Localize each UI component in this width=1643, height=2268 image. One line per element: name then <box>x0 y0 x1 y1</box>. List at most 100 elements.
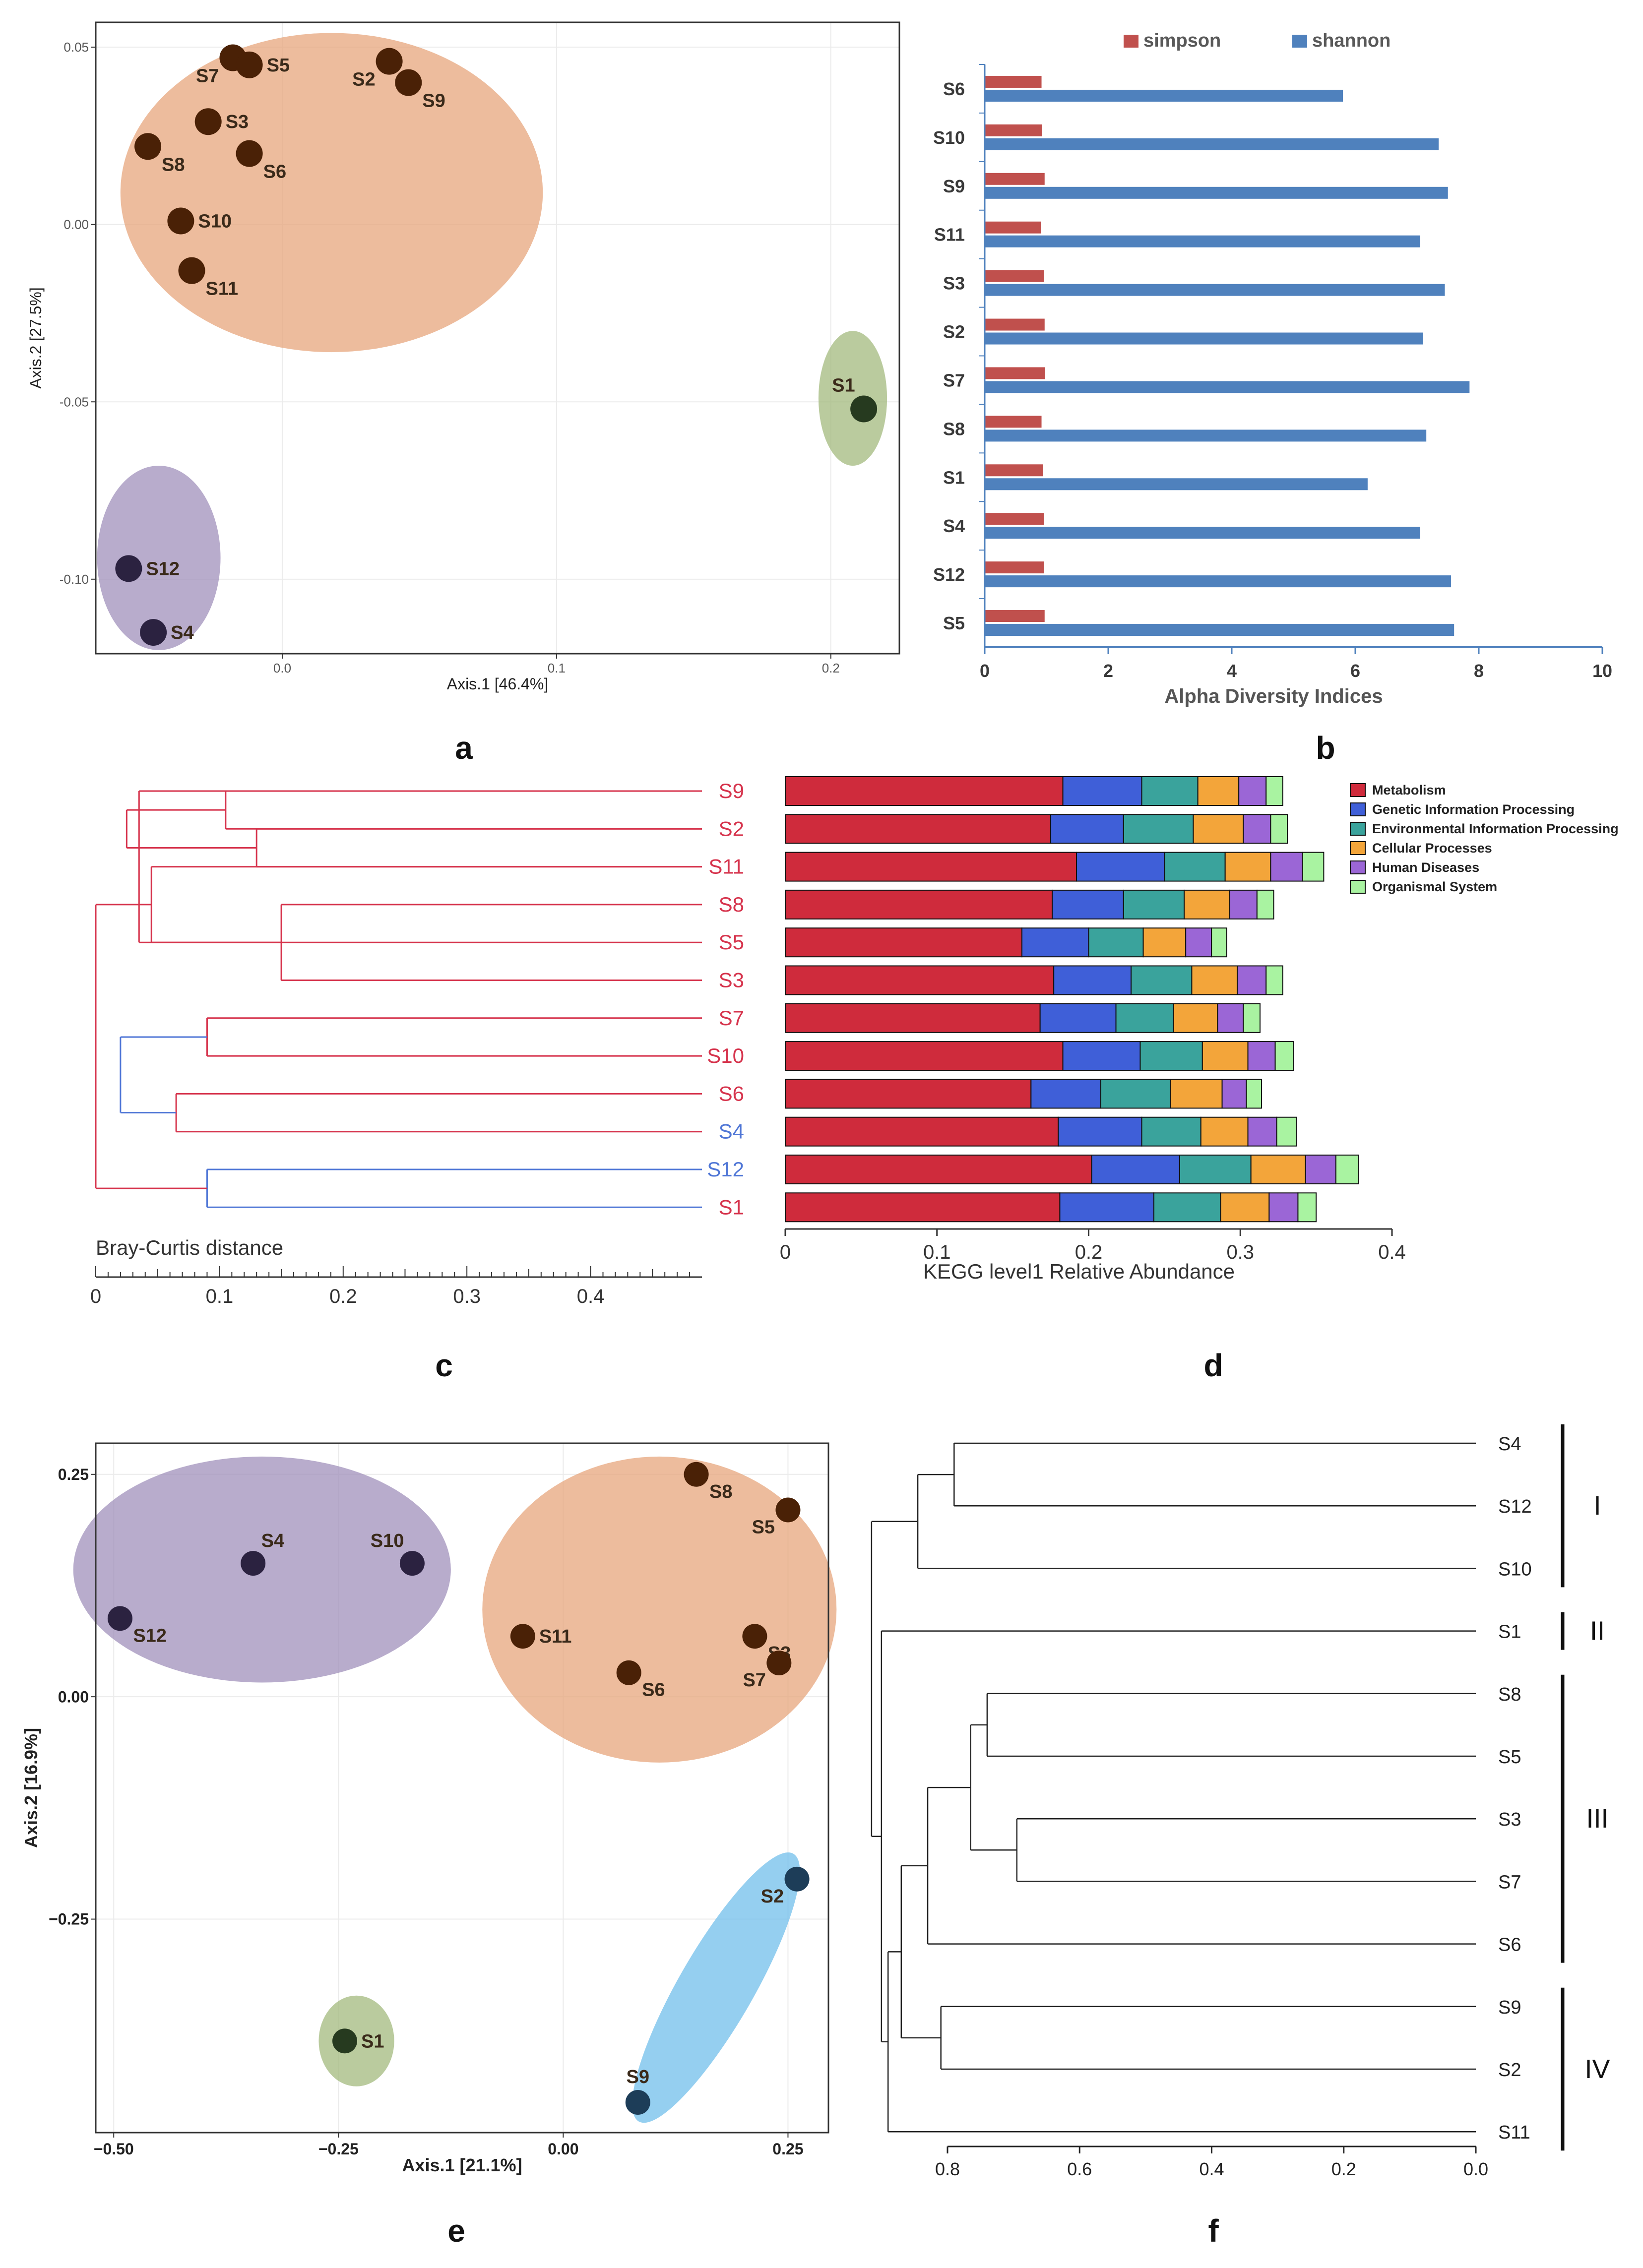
point-label-S7: S7 <box>196 66 219 87</box>
bar-simpson-S4 <box>985 513 1044 525</box>
y-tick-label: −0.25 <box>49 1910 89 1928</box>
point-S9 <box>395 69 422 96</box>
panel-a-pcoa-chart: S7 S5 S2 S9 S3 S8 S6 S10 S11 S1 S12 S4 0.0 0.1 0.2 0.05… <box>27 21 900 693</box>
x-tick-label: 0.0 <box>273 661 291 675</box>
bar-segment-S4 <box>1276 1116 1297 1147</box>
legend-swatch <box>1350 860 1366 874</box>
bar-segment-S10 <box>1062 1041 1141 1071</box>
legend-label-shannon: shannon <box>1312 30 1390 51</box>
scale-tick-label: 0.2 <box>329 1286 357 1307</box>
scale-tick-label: 0.8 <box>935 2159 960 2179</box>
scale-tick-label: 0.2 <box>1331 2159 1356 2179</box>
bar-segment-S5 <box>1021 927 1089 958</box>
point-S6 <box>236 140 263 167</box>
point-label-S5: S5 <box>752 1517 775 1538</box>
bar-segment-S7 <box>1173 1003 1218 1033</box>
panel-f-cluster-dendrogram: S4 S12 S10 S1 S8 S5 S3 S7 S6 S9 S2 S11 0.8 0.6 0.4 0.2 0… <box>871 1424 1610 2179</box>
bar-segment-S2 <box>785 814 1052 844</box>
leaf-label-S4: S4 <box>1498 1434 1521 1455</box>
category-label-S1: S1 <box>943 467 965 488</box>
bar-segment-S1 <box>1297 1192 1317 1223</box>
point-label-S12: S12 <box>133 1625 167 1646</box>
leaf-label-S7: S7 <box>1498 1872 1521 1893</box>
bar-segment-S3 <box>1237 965 1267 995</box>
plot-border <box>95 21 900 655</box>
panel-label-b: b <box>1316 730 1335 766</box>
point-S2 <box>376 48 403 75</box>
legend-swatch <box>1350 841 1366 855</box>
bar-segment-S12 <box>1305 1155 1336 1184</box>
x-tick-label: 0 <box>780 1241 791 1263</box>
category-label-S3: S3 <box>943 273 965 294</box>
y-tick-label: -0.10 <box>60 572 89 587</box>
point-S4 <box>241 1551 266 1576</box>
cluster-label-IV: IV <box>1584 2054 1610 2084</box>
bar-segment-S10 <box>1247 1041 1276 1071</box>
point-label-S8: S8 <box>709 1481 732 1502</box>
point-S3 <box>194 108 222 135</box>
bar-segment-S7 <box>1243 1003 1261 1033</box>
x-tick-label: 0.1 <box>923 1241 951 1263</box>
bar-simpson-S11 <box>985 221 1041 234</box>
legend-label: Metabolism <box>1372 783 1446 797</box>
point-label-S11: S11 <box>206 279 239 300</box>
panel-d-kegg-stacked-bar-chart: 0 0.1 0.2 0.3 0.4 KEGG level1 Relative Abunda… <box>780 776 1619 1283</box>
leaf-label-S6: S6 <box>1498 1935 1521 1956</box>
bar-segment-S1 <box>785 1192 1061 1223</box>
x-axis-title: Axis.1 [21.1%] <box>402 2155 522 2175</box>
bar-segment-S5 <box>1088 927 1144 958</box>
group-ellipse-orange <box>482 1456 837 1763</box>
category-label-S10: S10 <box>933 127 965 148</box>
cluster-label-II: II <box>1590 1616 1605 1646</box>
leaf-label-S5: S5 <box>719 930 744 954</box>
bar-segment-S6 <box>1246 1079 1263 1109</box>
leaf-label-S7: S7 <box>719 1006 744 1030</box>
bar-segment-S2 <box>1050 814 1124 844</box>
category-label-S8: S8 <box>943 419 965 439</box>
bar-segment-S11 <box>1076 852 1165 882</box>
x-tick-label: 0.00 <box>548 2140 578 2158</box>
point-S10 <box>167 207 194 235</box>
x-tick-label: −0.25 <box>318 2140 359 2158</box>
bar-segment-S5 <box>1142 927 1187 958</box>
bar-segment-S3 <box>1131 965 1193 995</box>
x-tick-label: 0.4 <box>1378 1241 1406 1263</box>
point-label-S1: S1 <box>361 2031 384 2052</box>
legend-swatch <box>1350 783 1366 797</box>
legend-label: Human Diseases <box>1372 860 1479 875</box>
panel-b-alpha-diversity-chart: simpson shannon S6 S10 S9 S11 S3 S2 S7 S8 S1 S4 S12 S… <box>933 30 1612 707</box>
scale-title: Bray-Curtis distance <box>96 1236 283 1259</box>
leaf-label-S10: S10 <box>707 1044 744 1067</box>
bar-simpson-S2 <box>985 318 1045 331</box>
panel-c-bray-curtis-dendrogram: S9 S2 S11 S8 S5 S3 S7 S10 S6 S4 S12 S1 Bray-Curtis d… <box>90 779 744 1307</box>
leaf-label-S12: S12 <box>707 1158 744 1181</box>
point-S7 <box>766 1651 792 1676</box>
cluster-label-I: I <box>1593 1491 1601 1521</box>
point-S6 <box>616 1660 641 1685</box>
bar-segment-S10 <box>1201 1041 1249 1071</box>
point-S5 <box>236 51 263 78</box>
category-label-S5: S5 <box>943 613 965 633</box>
point-S1 <box>332 2028 357 2054</box>
bar-shannon-S7 <box>985 381 1470 393</box>
panel-label-a: a <box>455 730 473 766</box>
bar-segment-S7 <box>1039 1003 1117 1033</box>
group-ellipse-blue <box>632 1852 800 2123</box>
bar-segment-S9 <box>1238 776 1267 806</box>
bar-segment-S8 <box>785 889 1053 919</box>
panel-e-pcoa-chart: S8S5S4S10S12S11S3S7S6S2S1S9−0.50−0.250.0… <box>21 1442 837 2175</box>
point-label-S2: S2 <box>352 69 375 90</box>
bar-segment-S5 <box>785 927 1022 958</box>
leaf-label-S9: S9 <box>719 779 744 802</box>
point-label-S4: S4 <box>171 622 193 643</box>
leaf-label-S5: S5 <box>1498 1747 1521 1768</box>
bar-segment-S2 <box>1243 814 1271 844</box>
point-label-S4: S4 <box>261 1531 284 1551</box>
bar-shannon-S6 <box>985 89 1343 102</box>
bar-segment-S3 <box>1191 965 1238 995</box>
leaf-label-S1: S1 <box>719 1195 744 1219</box>
cluster-label-III: III <box>1586 1804 1608 1834</box>
bar-segment-S2 <box>1270 814 1288 844</box>
legend-label-simpson: simpson <box>1143 30 1221 51</box>
